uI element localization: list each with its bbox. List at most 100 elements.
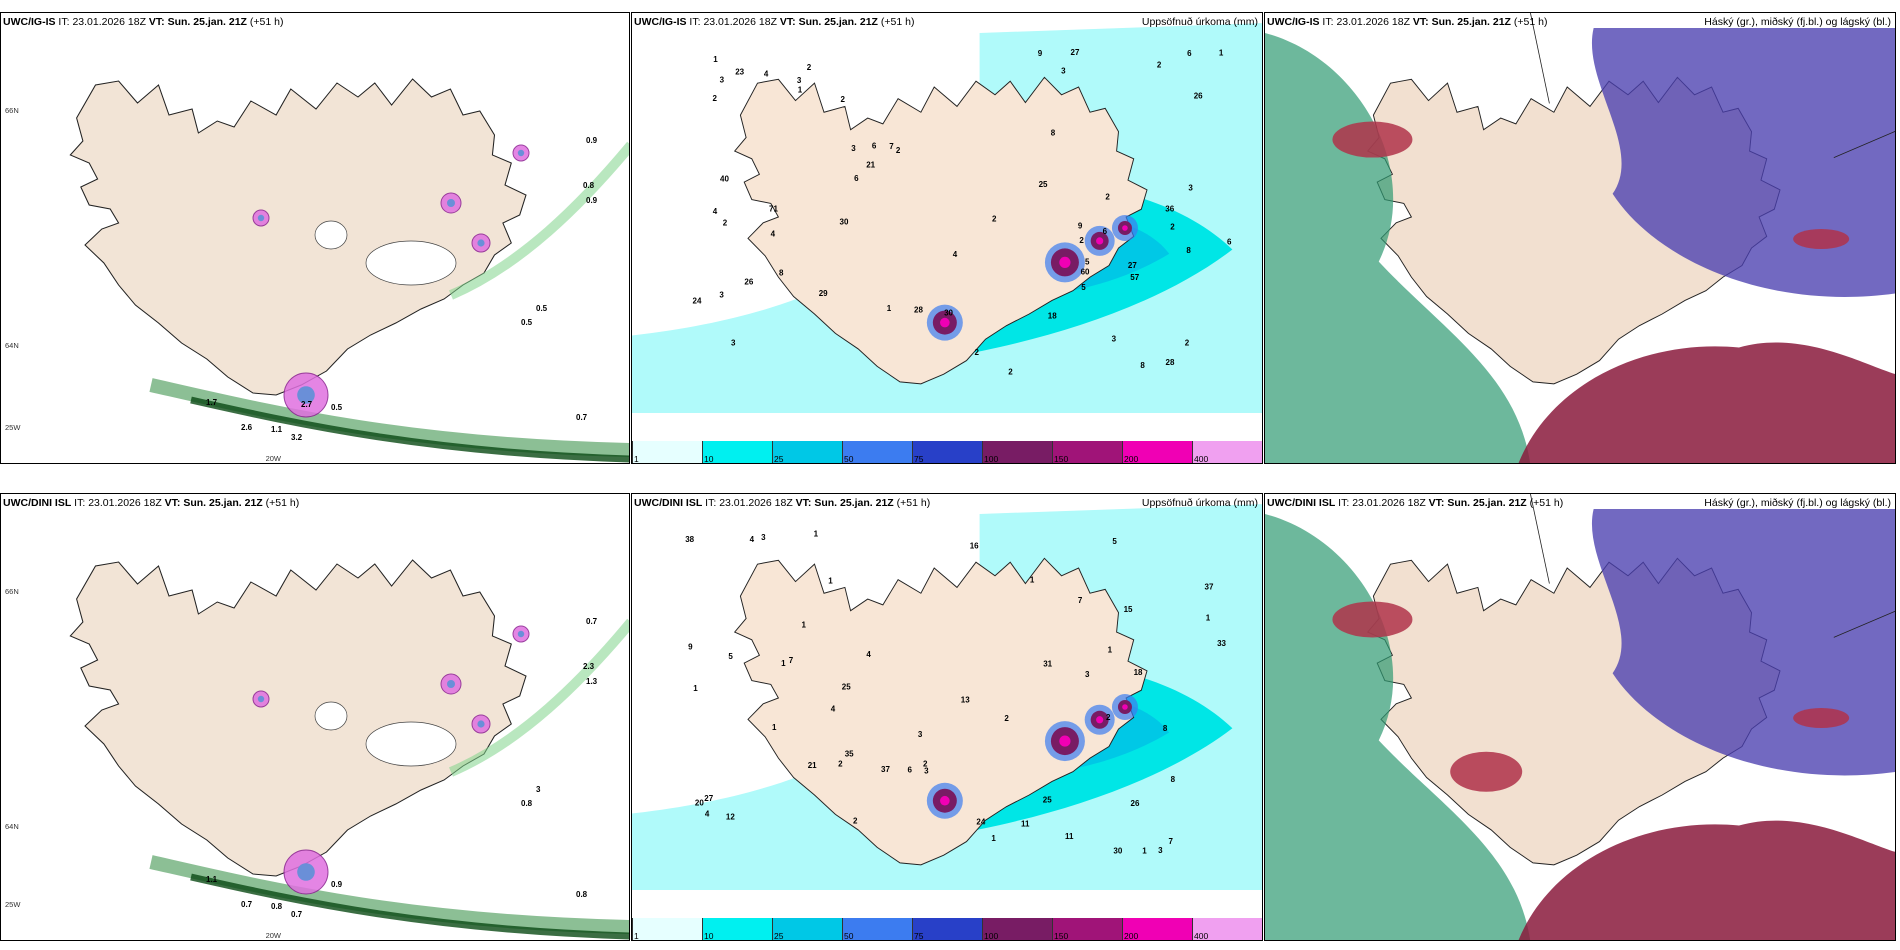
precip-label: 28 [1166, 358, 1175, 367]
precip-200mm [1122, 225, 1128, 231]
graticule-label: 66N [5, 106, 19, 115]
precip-label: 2 [1157, 60, 1162, 69]
snow-area [365, 721, 457, 767]
colorbar-segment: 50 [842, 918, 912, 940]
icing-core [257, 214, 265, 222]
icing-core [297, 386, 315, 404]
precip-label: 1 [1219, 49, 1224, 58]
precip-label: 30 [840, 218, 849, 227]
precip-label: 2 [1106, 713, 1111, 722]
precip-label: 4 [771, 230, 776, 239]
graticule-label: 64N [5, 341, 19, 350]
precip-200mm [1059, 735, 1071, 747]
gust-bands [149, 141, 629, 463]
contour-label: 0.8 [576, 890, 588, 899]
precip-label: 9 [688, 643, 693, 652]
high-cloud-area [1265, 33, 1531, 463]
precip-label: 3 [731, 338, 736, 347]
gust-band [190, 396, 629, 463]
contour-label: 1.7 [206, 398, 218, 407]
precip-label: 8 [1140, 361, 1145, 370]
precip-label: 12 [726, 812, 735, 821]
precip-label: 36 [1165, 205, 1174, 214]
icing-core [257, 695, 265, 703]
gust-band [149, 855, 629, 934]
colorbar-segment: 100 [982, 918, 1052, 940]
precip-label: 16 [970, 541, 979, 550]
precip-label: 31 [1043, 659, 1052, 668]
colorbar-tick-label: 400 [1194, 454, 1209, 464]
panel-title: UWC/IG-IS IT: 23.01.2026 18Z VT: Sun. 25… [634, 16, 915, 28]
precip-200mm [1122, 704, 1128, 710]
precip-label: 6 [1187, 49, 1192, 58]
icing-core [297, 863, 315, 881]
precip-label: 2 [1105, 192, 1110, 201]
precip-label: 25 [1043, 796, 1052, 805]
iceland-coast [733, 557, 1148, 866]
precip-200mm [1096, 716, 1104, 724]
colorbar-segment: 150 [1052, 918, 1122, 940]
gust-band [190, 873, 629, 940]
precip-label: 2 [1185, 339, 1190, 348]
precip-label: 2 [896, 146, 901, 155]
precip-label: 24 [976, 817, 985, 826]
colorbar-tick-label: 100 [984, 931, 999, 941]
precip-label: 8 [779, 269, 784, 278]
colorbar-segment: 150 [1052, 441, 1122, 463]
colorbar-segment: 75 [912, 918, 982, 940]
colorbar-tick-label: 25 [774, 931, 784, 941]
mid-cloud-patch [1332, 121, 1413, 158]
precip-label: 3 [1112, 334, 1117, 343]
panel-field-title: Uppsöfnuð úrkoma (mm) [1141, 497, 1258, 509]
precip-label: 5 [1085, 257, 1090, 266]
meridian-line [1530, 494, 1550, 584]
precip-label: 4 [866, 650, 871, 659]
precip-label: 8 [1186, 246, 1191, 255]
precip-label: 24 [693, 297, 702, 306]
contour-label: 2.6 [241, 423, 253, 432]
precip-label: 6 [854, 174, 859, 183]
precip-label: 11 [1021, 819, 1030, 828]
graticule-label: 64N [5, 822, 19, 831]
precip-label: 40 [720, 174, 729, 183]
colorbar-tick-label: 50 [844, 931, 854, 941]
cloud-panel-dini: UWC/DINI ISL IT: 23.01.2026 18Z VT: Sun.… [1264, 493, 1896, 941]
colorbar-tick-label: 200 [1124, 454, 1139, 464]
precip-label: 18 [1048, 312, 1057, 321]
colorbar-segment: 100 [982, 441, 1052, 463]
precip-label: 8 [1163, 724, 1168, 733]
colorbar-segment: 10 [702, 918, 772, 940]
precip-label: 21 [808, 761, 817, 770]
colorbar-tick-label: 10 [704, 454, 714, 464]
precip-label: 25 [1039, 180, 1048, 189]
precip-label: 3 [720, 76, 725, 85]
contour-label: 3 [536, 785, 541, 794]
precip-label: 4 [750, 535, 755, 544]
contour-label: 0.7 [576, 413, 588, 422]
precip-label: 1 [693, 684, 698, 693]
colorbar-segment: 400 [1192, 441, 1262, 463]
precip-label: 6 [1103, 227, 1108, 236]
precip-label: 2 [713, 94, 718, 103]
snow-area [314, 220, 348, 250]
meridian-line [1530, 13, 1550, 104]
mid-cloud [1332, 121, 1895, 463]
icing-core [517, 149, 525, 157]
colorbar-tick-label: 75 [914, 931, 924, 941]
colorbar-tick-label: 25 [774, 454, 784, 464]
precip-label: 1 [1206, 613, 1211, 622]
mid-cloud [1332, 601, 1895, 940]
precip-label: 8 [1171, 775, 1176, 784]
precip-label: 1 [1030, 575, 1035, 584]
high-cloud-area [1265, 514, 1531, 940]
snow-area [365, 240, 457, 286]
precip-label: 2 [1079, 236, 1084, 245]
precip-label: 3 [924, 766, 929, 775]
precip-label: 1 [772, 723, 777, 732]
precip-label: 6 [1227, 238, 1232, 247]
precip-label: 2 [1008, 368, 1013, 377]
precip-label: 4 [764, 70, 769, 79]
precip-label: 1 [991, 834, 996, 843]
precip-label: 2 [992, 214, 997, 223]
